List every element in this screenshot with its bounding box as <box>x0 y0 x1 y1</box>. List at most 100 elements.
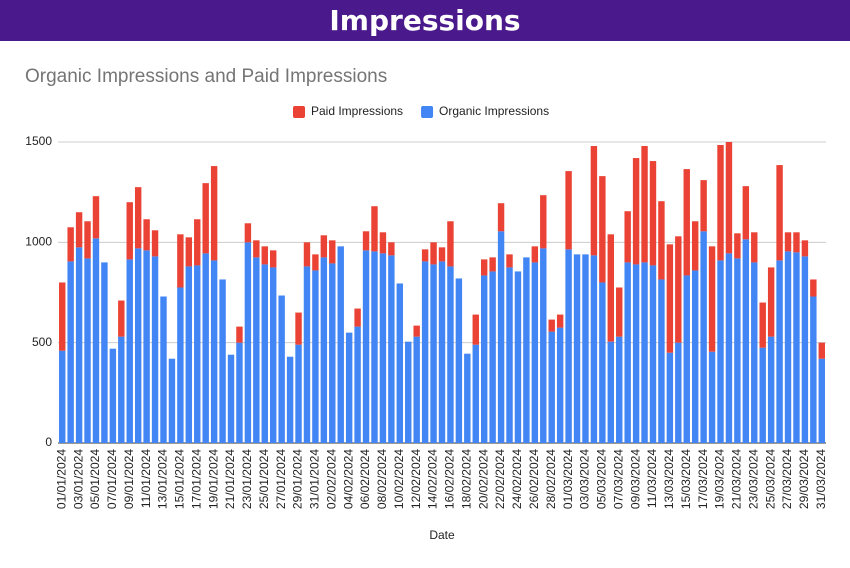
x-tick-label: 15/01/2024 <box>173 449 187 509</box>
x-tick-label: 27/03/2024 <box>780 449 794 509</box>
x-tick-label: 12/02/2024 <box>409 449 423 509</box>
bar-segment <box>270 267 277 443</box>
bar-segment <box>253 257 260 443</box>
bar-segment <box>700 180 707 232</box>
bar-segment <box>67 227 74 262</box>
bar-segment <box>683 275 690 443</box>
bar-segment <box>717 260 724 443</box>
bar-segment <box>337 246 344 443</box>
bar-segment <box>261 246 268 265</box>
x-tick-label: 18/02/2024 <box>459 449 473 509</box>
x-tick-label: 25/01/2024 <box>257 449 271 509</box>
bar-segment <box>160 296 167 443</box>
bar-segment <box>455 278 463 443</box>
bar-segment <box>759 347 766 443</box>
bar-segment <box>84 221 91 259</box>
bar-segment <box>801 240 809 257</box>
bar-segment <box>565 249 572 443</box>
chart: Organic Impressions and Paid Impressions… <box>25 66 828 542</box>
bar-segment <box>675 236 682 343</box>
bar-segment <box>396 283 404 443</box>
bar-segment <box>371 206 378 252</box>
x-tick-label: 10/02/2024 <box>392 449 406 509</box>
x-tick-label: 05/03/2024 <box>595 449 609 509</box>
bar-segment <box>818 342 825 359</box>
bar-segment <box>92 196 100 239</box>
bar-segment <box>202 253 209 443</box>
bar-segment <box>683 169 690 276</box>
bar-segment <box>767 336 775 443</box>
bar-segment <box>751 232 758 263</box>
bar-segment <box>751 262 758 443</box>
bar-segment <box>151 256 159 443</box>
x-tick-label: 17/03/2024 <box>696 449 710 509</box>
bar-segment <box>616 336 623 443</box>
y-tick-label: 0 <box>45 435 52 449</box>
bar-segment <box>742 186 750 240</box>
bar-segment <box>151 230 159 257</box>
bar-segment <box>134 187 142 249</box>
bar-segment <box>320 235 328 258</box>
x-tick-label: 16/02/2024 <box>443 449 457 509</box>
bar-segment <box>565 171 572 250</box>
bar-segment <box>607 234 614 342</box>
y-tick-label: 1500 <box>25 134 52 148</box>
x-tick-label: 21/01/2024 <box>223 449 237 509</box>
bar-segment <box>624 211 631 263</box>
bar-segment <box>210 260 218 443</box>
bar-segment <box>101 262 108 443</box>
bar-segment <box>75 247 83 443</box>
bar-segment <box>236 342 243 443</box>
bar-segment <box>354 308 361 327</box>
bar-segment <box>725 142 733 254</box>
bar-segment <box>236 326 243 343</box>
bar-segment <box>658 201 665 280</box>
bar-segment <box>202 183 209 254</box>
x-tick-label: 09/01/2024 <box>122 449 136 509</box>
bar-segment <box>624 262 631 443</box>
x-tick-label: 25/03/2024 <box>763 449 777 509</box>
bar-segment <box>295 312 302 345</box>
bar-segment <box>371 251 378 443</box>
bar-segment <box>531 246 539 263</box>
x-tick-label: 23/01/2024 <box>240 449 254 509</box>
bar-segment <box>531 262 539 443</box>
legend-swatch <box>293 106 305 118</box>
bar-segment <box>464 353 471 443</box>
bar-segment <box>497 203 505 232</box>
bar-segment <box>784 251 792 443</box>
bar-segment <box>143 219 150 251</box>
x-tick-label: 19/03/2024 <box>713 449 727 509</box>
bar-segment <box>303 266 311 443</box>
bar-segment <box>185 266 193 443</box>
bar-segment <box>675 342 682 443</box>
x-tick-label: 03/01/2024 <box>71 449 85 509</box>
bar-segment <box>548 319 555 332</box>
bar-segment <box>548 331 555 443</box>
bar-segment <box>810 279 817 297</box>
bar-segment <box>776 165 783 261</box>
bar-segment <box>92 238 100 443</box>
bar-segment <box>312 254 319 271</box>
bar-segment <box>134 248 142 443</box>
bar-segment <box>641 146 648 263</box>
bar-segment <box>177 234 184 288</box>
bar-segment <box>691 270 699 443</box>
bar-segment <box>472 314 479 345</box>
legend-swatch <box>421 106 434 118</box>
bar-segment <box>421 261 429 443</box>
bar-segment <box>523 257 530 443</box>
bar-segment <box>497 231 505 443</box>
x-tick-label: 15/03/2024 <box>679 449 693 509</box>
bar-segment <box>590 255 598 443</box>
bar-segment <box>194 265 201 443</box>
bar-segment <box>506 254 513 268</box>
bar-segment <box>632 264 640 443</box>
bar-segment <box>708 351 716 443</box>
bar-segment <box>286 356 294 443</box>
bar-segment <box>118 336 125 443</box>
bar-segment <box>295 344 302 443</box>
x-tick-label: 28/02/2024 <box>544 449 558 509</box>
bar-segment <box>244 242 252 443</box>
x-tick-label: 22/02/2024 <box>493 449 507 509</box>
